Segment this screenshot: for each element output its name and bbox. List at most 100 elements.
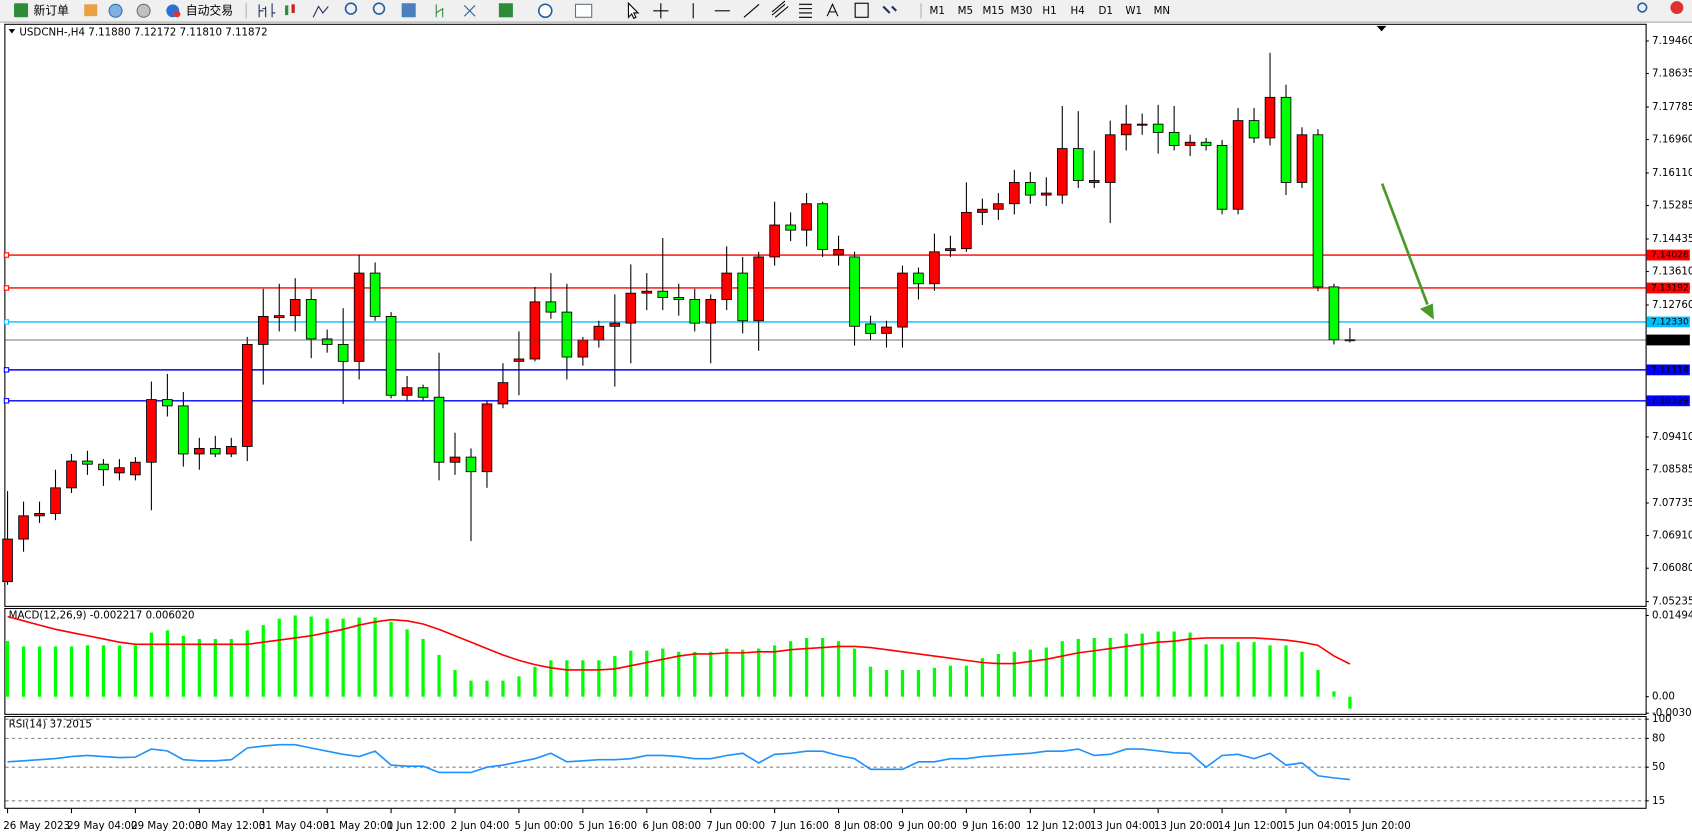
candle-body	[689, 299, 701, 324]
tile-icon[interactable]	[401, 3, 416, 18]
candle-body	[817, 203, 828, 250]
icon[interactable]	[136, 3, 151, 18]
macd-bar	[165, 630, 169, 697]
candle-body	[1072, 148, 1084, 181]
timeframe-button[interactable]: M30	[1011, 5, 1033, 17]
x-tick-label: 14 Jun 12:00	[1218, 820, 1283, 832]
candle-body	[1184, 141, 1196, 146]
auto-trading-button[interactable]: 自动交易	[166, 3, 233, 17]
candle-body	[1168, 131, 1180, 146]
indicators-icon[interactable]	[498, 3, 513, 18]
autoscroll-icon[interactable]	[463, 5, 476, 17]
timeframe-button[interactable]: M1	[930, 5, 945, 17]
y-tick-label: 7.16960	[1652, 134, 1692, 146]
timeframe-button[interactable]: W1	[1125, 5, 1142, 17]
arrows-icon[interactable]	[882, 5, 897, 14]
macd-bar	[1188, 632, 1192, 697]
macd-bar	[597, 660, 601, 697]
level-handle	[3, 367, 10, 373]
zoom-out-icon[interactable]	[372, 2, 386, 15]
x-tick-label: 26 May 2023	[3, 820, 70, 832]
collapse-marker	[8, 29, 16, 34]
y-tick-label: 7.06080	[1652, 562, 1692, 574]
candle-body	[561, 311, 573, 358]
x-tick-label: 2 Jun 04:00	[451, 820, 510, 832]
x-tick-label: 13 Jun 04:00	[1090, 820, 1155, 832]
crosshair-icon[interactable]	[653, 3, 669, 19]
macd-bar	[1284, 645, 1288, 697]
shift-icon[interactable]	[435, 4, 444, 18]
icon[interactable]	[108, 3, 123, 18]
timeframe-button[interactable]: M5	[958, 5, 973, 17]
fibo-icon[interactable]	[799, 3, 812, 18]
trendline-icon[interactable]	[743, 3, 760, 18]
macd-bar	[69, 646, 74, 697]
timeframe-button[interactable]: H1	[1042, 5, 1056, 17]
toolbar-bg	[0, 0, 1692, 22]
candle-body	[114, 467, 125, 474]
level-tag	[1646, 364, 1690, 376]
candle-body	[1025, 182, 1036, 196]
macd-bar	[421, 638, 425, 697]
cursor-icon[interactable]	[627, 1, 640, 20]
level-handle	[3, 398, 10, 404]
timeframe-button[interactable]: D1	[1098, 5, 1112, 17]
macd-bar	[932, 667, 937, 697]
level-tag	[1646, 395, 1690, 407]
level-label: 7.13192	[1651, 282, 1689, 293]
candle-body	[50, 487, 61, 514]
templates-icon[interactable]	[574, 3, 593, 18]
candle-body	[769, 224, 780, 258]
label-icon[interactable]	[854, 2, 869, 18]
macd-bar	[133, 645, 138, 697]
icon[interactable]	[84, 4, 98, 17]
periods-icon[interactable]	[537, 3, 553, 19]
timeframe-button[interactable]: H4	[1070, 5, 1084, 17]
macd-bar	[1156, 631, 1160, 697]
macd-bar	[1140, 633, 1144, 697]
macd-bar	[773, 645, 777, 697]
level-tag	[1646, 249, 1690, 261]
macd-bar	[453, 669, 457, 697]
timeframe-button[interactable]: MN	[1154, 5, 1171, 17]
channel-icon[interactable]	[771, 0, 789, 18]
bar-chart-icon[interactable]	[258, 3, 276, 18]
x-tick-label: 7 Jun 16:00	[770, 820, 829, 832]
candle-body	[577, 339, 589, 358]
level-label: 7.14028	[1651, 250, 1689, 261]
y-tick-label: 7.07735	[1652, 497, 1692, 509]
candle-body	[1296, 134, 1308, 183]
level-tag	[1646, 316, 1690, 328]
text-icon[interactable]	[826, 3, 839, 17]
zoom-in-icon[interactable]	[344, 2, 358, 15]
candle-body	[130, 461, 141, 476]
y-tick-label: 7.15285	[1652, 200, 1692, 212]
macd-bar	[709, 651, 713, 697]
candle-body	[273, 315, 285, 319]
candle-body	[241, 343, 253, 447]
notification-icon[interactable]	[1670, 1, 1684, 15]
y-tick-label: 7.13610	[1652, 266, 1692, 278]
macd-bar	[1316, 669, 1320, 697]
candle-body	[881, 326, 892, 334]
y-tick-label: 7.18635	[1652, 68, 1692, 80]
macd-bar	[117, 645, 122, 697]
line-chart-icon[interactable]	[312, 5, 329, 18]
x-tick-label: 7 Jun 00:00	[706, 820, 765, 832]
macd-bar	[757, 648, 761, 697]
candle-body	[977, 208, 988, 213]
candle-body	[993, 203, 1004, 210]
search-icon[interactable]	[1637, 2, 1648, 13]
level-tag	[1646, 282, 1690, 294]
candle-icon[interactable]	[285, 5, 289, 16]
y-tick-label: 0.014942	[1652, 609, 1692, 621]
candle-body	[1041, 192, 1052, 196]
candle-body	[449, 456, 461, 463]
candle-body	[1200, 141, 1212, 146]
candle-icon[interactable]	[291, 4, 295, 13]
new-order-button[interactable]: 新订单	[14, 3, 69, 17]
level-label: 7.11114	[1651, 364, 1689, 375]
timeframe-button[interactable]: M15	[982, 5, 1004, 17]
macd-bar	[1076, 638, 1080, 697]
